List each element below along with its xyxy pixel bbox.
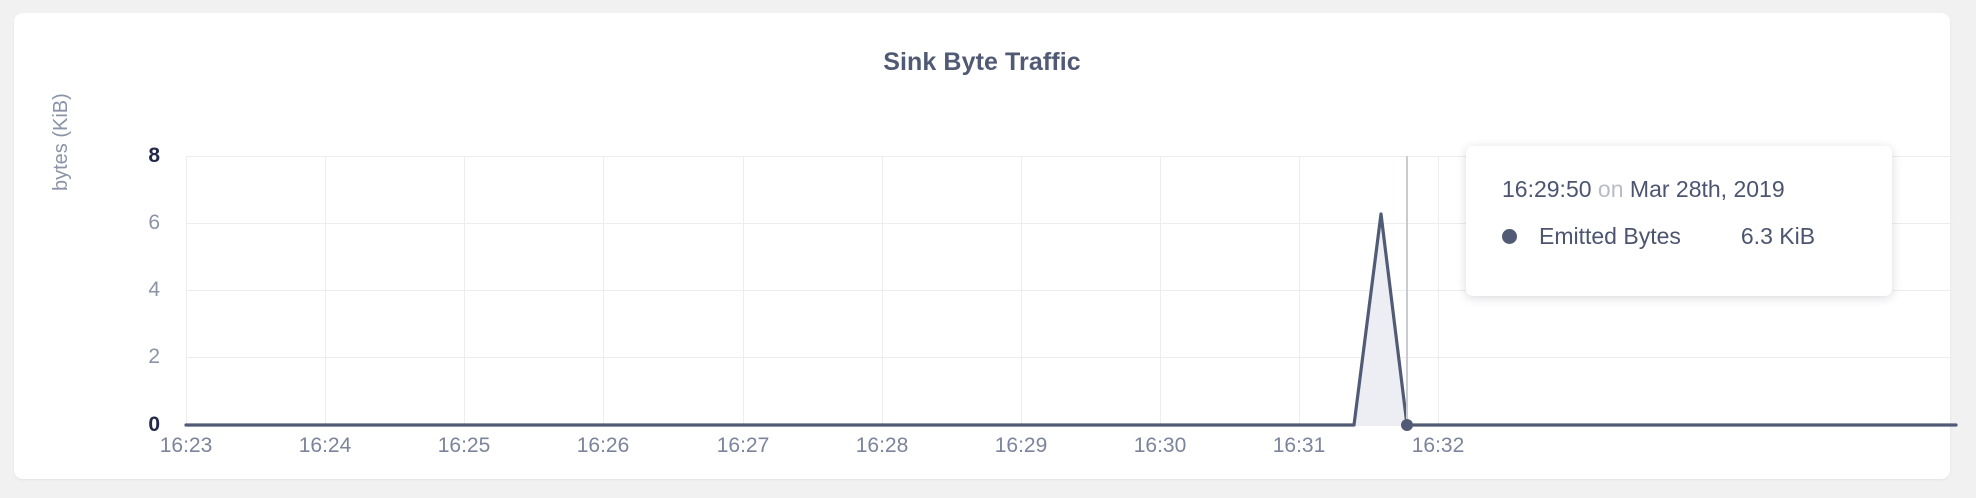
chart-tooltip: 16:29:50 on Mar 28th, 2019 Emitted Bytes… bbox=[1466, 146, 1892, 296]
chart-card: Sink Byte Traffic bytes (KiB) 8 6 4 2 0 bbox=[14, 13, 1958, 479]
hovered-point-marker[interactable] bbox=[1401, 419, 1413, 431]
x-tick-1631: 16:31 bbox=[1272, 434, 1326, 457]
y-tick-2: 2 bbox=[148, 345, 160, 368]
gridline-x-1625 bbox=[464, 156, 465, 425]
gridline-x-1632 bbox=[1438, 156, 1439, 425]
crosshair-line bbox=[1406, 156, 1408, 426]
x-tick-1629: 16:29 bbox=[994, 434, 1048, 457]
series-color-dot-icon bbox=[1502, 229, 1517, 244]
y-tick-6: 6 bbox=[148, 211, 160, 234]
gridline-x-1627 bbox=[743, 156, 744, 425]
tooltip-series-row: Emitted Bytes 6.3 KiB bbox=[1502, 223, 1858, 250]
y-tick-4: 4 bbox=[148, 278, 160, 301]
gridline-y-2 bbox=[186, 357, 1956, 358]
gridline-x-1631 bbox=[1299, 156, 1300, 425]
x-tick-1623: 16:23 bbox=[159, 434, 213, 457]
gridline-y-6 bbox=[186, 223, 1956, 224]
x-tick-1630: 16:30 bbox=[1133, 434, 1187, 457]
x-tick-1626: 16:26 bbox=[576, 434, 630, 457]
x-tick-1628: 16:28 bbox=[855, 434, 909, 457]
tooltip-timestamp: 16:29:50 on Mar 28th, 2019 bbox=[1502, 178, 1858, 201]
tooltip-series-value: 6.3 KiB bbox=[1740, 223, 1816, 249]
series-emitted-bytes bbox=[184, 212, 1958, 427]
x-tick-1632: 16:32 bbox=[1411, 434, 1465, 457]
plot-area bbox=[186, 156, 1956, 425]
x-tick-1627: 16:27 bbox=[716, 434, 770, 457]
tooltip-date: Mar 28th, 2019 bbox=[1629, 176, 1785, 202]
y-axis-ticks: 8 6 4 2 0 bbox=[14, 13, 160, 498]
gridline-x-1630 bbox=[1160, 156, 1161, 425]
gridline-y-4 bbox=[186, 290, 1956, 291]
chart-title: Sink Byte Traffic bbox=[883, 48, 1081, 76]
tooltip-time: 16:29:50 bbox=[1502, 176, 1592, 202]
x-tick-1624: 16:24 bbox=[298, 434, 352, 457]
y-tick-8: 8 bbox=[148, 144, 160, 167]
x-tick-1625: 16:25 bbox=[437, 434, 491, 457]
gridline-x-1629 bbox=[1021, 156, 1022, 425]
y-tick-0: 0 bbox=[148, 413, 160, 436]
gridline-y-8 bbox=[186, 156, 1956, 157]
gridline-x-1626 bbox=[603, 156, 604, 425]
gridline-x-1624 bbox=[325, 156, 326, 425]
tooltip-series-name: Emitted Bytes bbox=[1539, 223, 1681, 249]
tooltip-on-word: on bbox=[1597, 176, 1624, 202]
gridline-x-1628 bbox=[882, 156, 883, 425]
series-line bbox=[184, 212, 1958, 427]
